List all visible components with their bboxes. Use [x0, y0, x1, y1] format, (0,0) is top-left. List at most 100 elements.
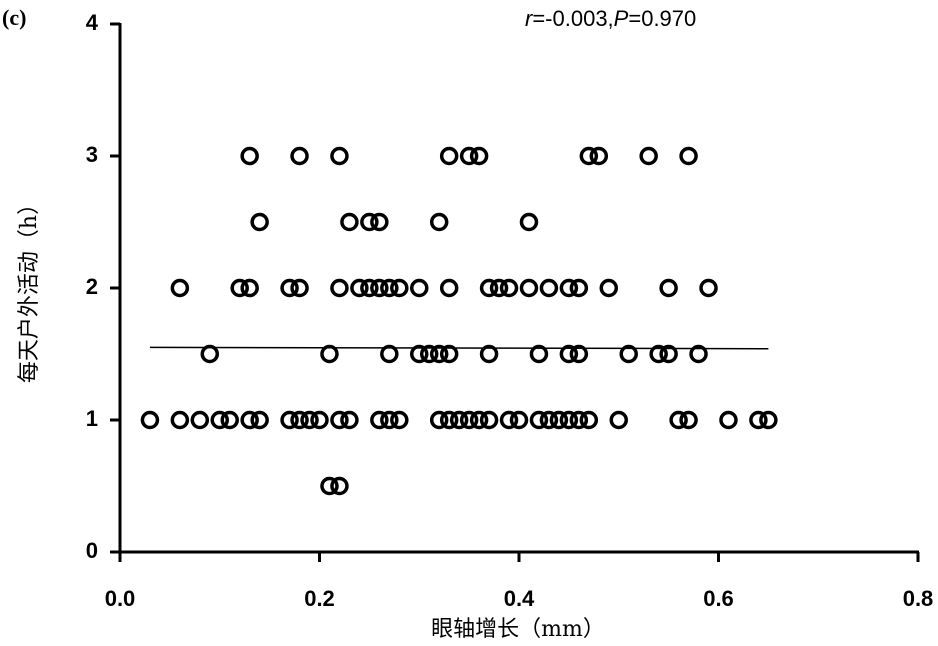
- point: [340, 410, 359, 430]
- point: [459, 146, 479, 166]
- point: [509, 410, 529, 430]
- point: [380, 278, 399, 298]
- point: [659, 344, 678, 364]
- point: [429, 344, 449, 364]
- point: [190, 410, 210, 430]
- point: [290, 410, 309, 430]
- point: [230, 278, 249, 298]
- point: [569, 410, 589, 430]
- point: [380, 344, 399, 364]
- annotation-part: =-0.003,: [532, 6, 613, 31]
- point: [240, 410, 259, 430]
- point: [679, 146, 698, 166]
- point: [479, 410, 499, 430]
- y-tick-label: 1: [86, 406, 98, 431]
- point: [310, 410, 329, 430]
- point: [499, 410, 519, 430]
- y-tick-label: 4: [86, 10, 99, 35]
- y-tick-label: 2: [86, 274, 98, 299]
- point: [579, 410, 599, 430]
- point: [340, 212, 359, 232]
- point: [439, 344, 459, 364]
- fit-line: [149, 346, 769, 350]
- point: [140, 410, 160, 430]
- point: [280, 410, 299, 430]
- point: [689, 344, 708, 364]
- point: [170, 278, 190, 298]
- point: [519, 278, 539, 298]
- point: [330, 146, 349, 166]
- point: [290, 146, 309, 166]
- point: [669, 410, 688, 430]
- point: [519, 212, 539, 232]
- point: [240, 146, 259, 166]
- point: [539, 278, 559, 298]
- point: [699, 278, 718, 298]
- point: [759, 410, 778, 430]
- point: [410, 344, 429, 364]
- point: [529, 344, 549, 364]
- y-axis-label: 每天户外活动（h）: [17, 193, 42, 383]
- point: [559, 344, 579, 364]
- point: [360, 278, 379, 298]
- point: [370, 212, 389, 232]
- point: [529, 410, 549, 430]
- point: [649, 344, 668, 364]
- point: [619, 344, 638, 364]
- point: [429, 212, 449, 232]
- x-tick-label: 0.0: [105, 586, 136, 611]
- point: [360, 212, 379, 232]
- y-tick-label: 0: [86, 538, 98, 563]
- point: [330, 410, 349, 430]
- point: [280, 278, 299, 298]
- point: [250, 410, 269, 430]
- point: [290, 278, 309, 298]
- point: [569, 344, 589, 364]
- point: [200, 344, 220, 364]
- point: [300, 410, 319, 430]
- point: [449, 410, 469, 430]
- point: [659, 278, 678, 298]
- point: [539, 410, 559, 430]
- point: [320, 476, 339, 496]
- point: [469, 410, 489, 430]
- panel-label: (c): [2, 5, 26, 30]
- x-tick-label: 0.8: [903, 586, 934, 611]
- point: [320, 344, 339, 364]
- x-tick-label: 0.2: [304, 586, 335, 611]
- point: [549, 410, 569, 430]
- point: [390, 410, 409, 430]
- point: [170, 410, 190, 430]
- point: [569, 278, 589, 298]
- point: [499, 278, 519, 298]
- point: [439, 278, 459, 298]
- point: [350, 278, 369, 298]
- point: [439, 410, 459, 430]
- point: [479, 278, 499, 298]
- point: [240, 278, 259, 298]
- x-axis-label: 眼轴增长（mm）: [431, 617, 605, 642]
- annotation-part: P: [614, 6, 629, 31]
- point: [589, 146, 609, 166]
- point: [419, 344, 439, 364]
- point: [210, 410, 229, 430]
- point: [559, 278, 579, 298]
- point: [390, 278, 409, 298]
- point: [439, 146, 459, 166]
- point: [250, 212, 269, 232]
- point: [459, 410, 479, 430]
- point: [599, 278, 619, 298]
- point: [579, 146, 599, 166]
- point: [679, 410, 698, 430]
- annotation: r=-0.003,P=0.970: [525, 6, 696, 31]
- x-tick-label: 0.6: [703, 586, 734, 611]
- point: [220, 410, 239, 430]
- point: [469, 146, 489, 166]
- point: [719, 410, 738, 430]
- point: [330, 278, 349, 298]
- point: [330, 476, 349, 496]
- point: [489, 278, 509, 298]
- point: [429, 410, 449, 430]
- annotation-part: =0.970: [628, 6, 696, 31]
